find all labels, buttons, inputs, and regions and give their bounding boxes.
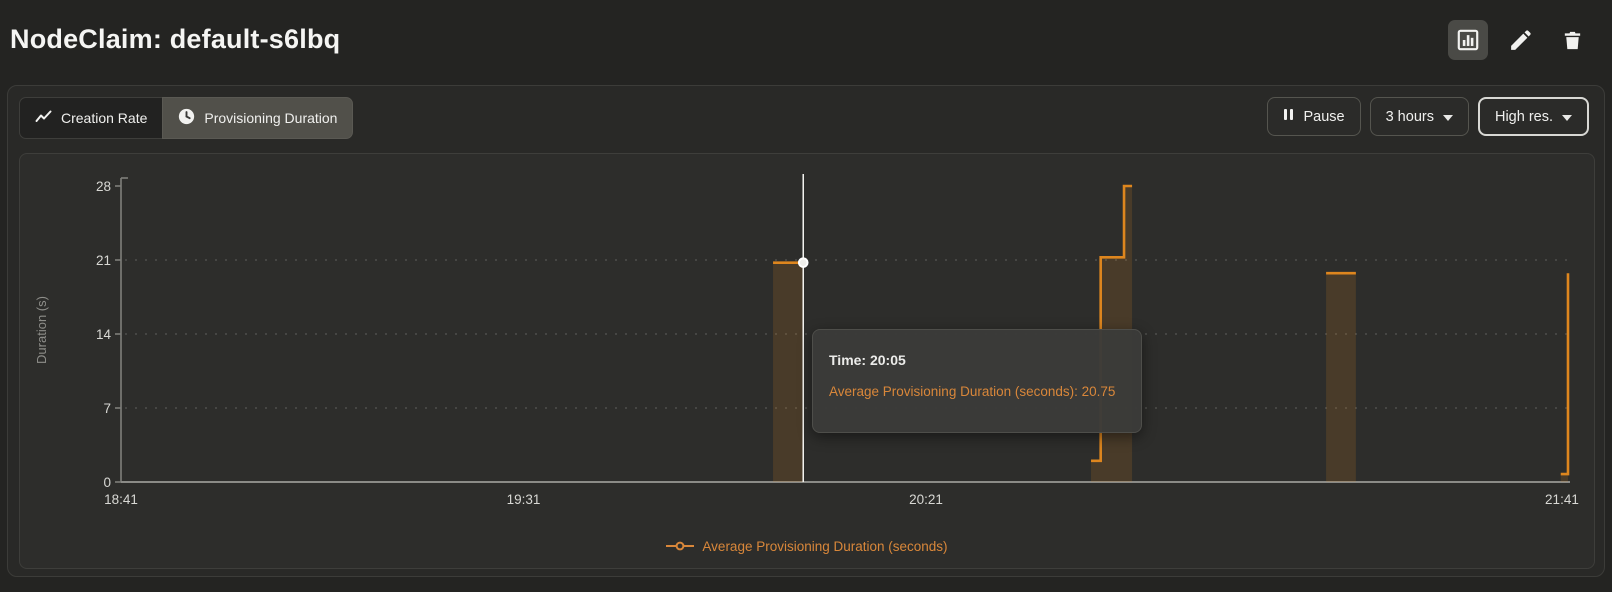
gridlines	[125, 259, 1570, 409]
provisioning-duration-chart[interactable]: 0 7 14 21 28 Duration (s) 18:41 19:31 20:21 21:41	[20, 154, 1594, 568]
svg-text:14: 14	[96, 327, 112, 342]
time-range-select[interactable]: 3 hours	[1369, 97, 1469, 136]
legend-line-marker-icon	[666, 539, 695, 554]
metric-tabs: Creation Rate Provisioning Duration	[19, 97, 354, 139]
chart-tooltip: Time: 20:05 Average Provisioning Duratio…	[812, 329, 1142, 433]
tab-label: Creation Rate	[61, 110, 148, 126]
pause-icon	[1283, 108, 1294, 125]
tab-creation-rate[interactable]: Creation Rate	[19, 97, 163, 139]
time-range-value: 3 hours	[1385, 108, 1434, 125]
svg-text:19:31: 19:31	[507, 492, 541, 507]
trend-line-icon	[35, 109, 52, 127]
svg-text:0: 0	[103, 475, 111, 490]
tooltip-value: Average Provisioning Duration (seconds):…	[829, 384, 1116, 399]
svg-text:21:41: 21:41	[1545, 492, 1579, 507]
tab-label: Provisioning Duration	[204, 110, 338, 126]
svg-text:18:41: 18:41	[104, 492, 138, 507]
page-header: NodeClaim: default-s6lbq	[0, 0, 1612, 85]
chevron-down-icon	[1562, 114, 1572, 121]
metrics-card: Creation Rate Provisioning Duration	[7, 85, 1605, 577]
chart-panel[interactable]: 0 7 14 21 28 Duration (s) 18:41 19:31 20:21 21:41…	[19, 153, 1595, 569]
chevron-down-icon	[1442, 114, 1453, 121]
edit-button[interactable]	[1500, 20, 1540, 60]
series-line	[773, 184, 1570, 476]
x-axis: 18:41 19:31 20:21 21:41	[104, 481, 1579, 507]
delete-button[interactable]	[1552, 20, 1592, 60]
pencil-icon	[1508, 28, 1533, 53]
header-actions	[1448, 20, 1592, 60]
svg-text:28: 28	[96, 179, 111, 194]
resolution-select[interactable]: High res.	[1477, 97, 1589, 136]
legend-item[interactable]: Average Provisioning Duration (seconds)	[20, 539, 1594, 554]
svg-text:7: 7	[103, 401, 111, 416]
legend-label: Average Provisioning Duration (seconds)	[702, 539, 948, 554]
trash-icon	[1561, 29, 1584, 52]
hover-dot	[797, 257, 809, 268]
y-axis: 0 7 14 21 28 Duration (s)	[34, 177, 128, 490]
pause-button[interactable]: Pause	[1267, 97, 1361, 136]
resolution-value: High res.	[1494, 108, 1553, 125]
chart-view-button[interactable]	[1448, 20, 1488, 60]
svg-text:20:21: 20:21	[909, 492, 943, 507]
clock-icon	[178, 108, 195, 128]
svg-text:Duration (s): Duration (s)	[34, 296, 49, 364]
pause-label: Pause	[1303, 108, 1345, 125]
tab-provisioning-duration[interactable]: Provisioning Duration	[162, 97, 354, 139]
bar-chart-icon	[1455, 27, 1481, 53]
toolbar-right: Pause 3 hours High res.	[1267, 97, 1589, 136]
tooltip-time: Time: 20:05	[829, 352, 906, 368]
svg-text:21: 21	[96, 253, 111, 268]
toolbar: Creation Rate Provisioning Duration	[8, 86, 1604, 139]
page-title: NodeClaim: default-s6lbq	[10, 24, 341, 54]
